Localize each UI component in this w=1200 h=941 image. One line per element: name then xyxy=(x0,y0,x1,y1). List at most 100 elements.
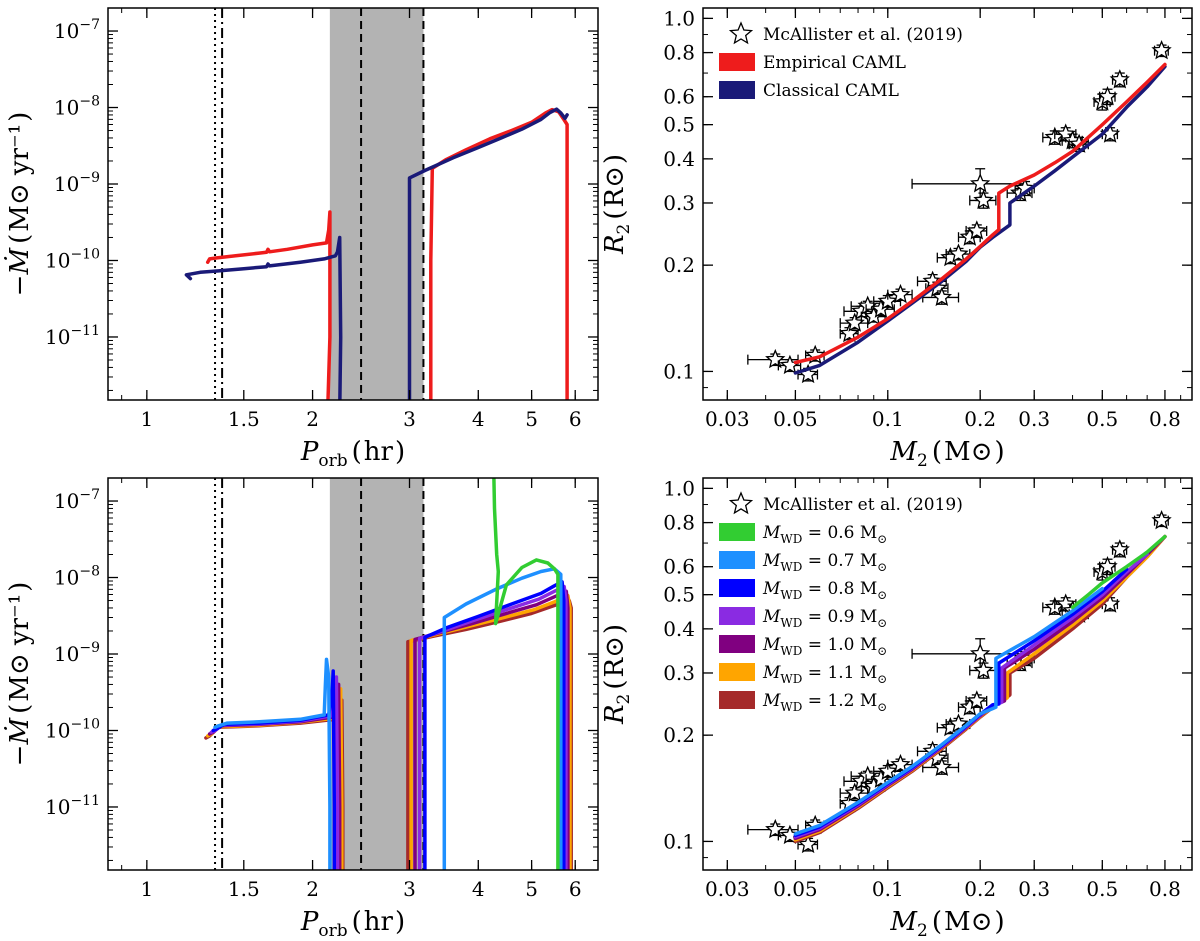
star-marker xyxy=(966,690,988,710)
label-part: ( xyxy=(352,437,362,467)
label-part: M⊙ xyxy=(944,907,992,937)
label-part: M xyxy=(762,579,781,599)
data-point xyxy=(1109,539,1130,559)
label-part: −Ṁ xyxy=(4,247,35,297)
series-line-1 xyxy=(793,62,1167,365)
label-part: = 0.7 M xyxy=(802,551,877,571)
data-point xyxy=(922,756,960,777)
label-part: M xyxy=(889,907,918,937)
data-point xyxy=(887,283,913,304)
x-tick-label: 6 xyxy=(569,407,582,431)
x-tick-label: 0.03 xyxy=(705,877,750,901)
label-part: ⊙ xyxy=(877,700,887,714)
legend-swatch xyxy=(719,607,755,625)
legend-label: MWD = 1.0 M⊙ xyxy=(762,635,887,658)
label-part: hr xyxy=(364,437,394,467)
legend-swatch xyxy=(719,579,755,597)
x-axis-label: M2 (M⊙) xyxy=(889,437,1004,471)
label-part: −9 xyxy=(79,170,100,186)
x-tick-label: 0.3 xyxy=(1018,877,1050,901)
x-tick-label: 3 xyxy=(403,407,416,431)
label-part: −7 xyxy=(79,487,100,503)
star-marker xyxy=(948,243,969,263)
label-part: ( xyxy=(352,907,362,937)
label-part: = 1.2 M xyxy=(802,691,877,711)
label-part: 10 xyxy=(54,489,79,513)
x-tick-label: 1 xyxy=(140,407,153,431)
label-part: M⊙ yr⁻¹ xyxy=(5,124,35,232)
legend: McAllister et al. (2019) MWD = 0.6 M⊙ MWD … xyxy=(719,491,963,714)
x-tick-label: 2 xyxy=(306,877,319,901)
y-tick-label: 0.5 xyxy=(663,113,695,137)
label-part: 10 xyxy=(54,642,79,666)
data-point xyxy=(1109,69,1130,89)
y-tick-label: 10−8 xyxy=(54,564,100,590)
legend-label: MWD = 0.6 M⊙ xyxy=(762,523,887,546)
x-tick-label: 5 xyxy=(525,877,538,901)
y-axis-label: −Ṁ (M⊙ yr⁻¹) xyxy=(4,582,35,767)
data-point xyxy=(969,189,997,210)
x-axis-label: Porb (hr) xyxy=(300,907,405,941)
label-part: M⊙ xyxy=(944,437,992,467)
star-marker xyxy=(765,818,786,839)
y-axis-label: R2 (R⊙) xyxy=(600,624,634,725)
star-marker xyxy=(797,833,819,854)
x-tick-label: 0.5 xyxy=(1086,877,1118,901)
label-part: P xyxy=(300,437,319,467)
label-part: WD xyxy=(780,672,802,686)
label-part: M xyxy=(762,635,781,655)
label-part: M xyxy=(762,691,781,711)
series-line-6 xyxy=(1070,534,1167,610)
label-part: ( xyxy=(5,234,35,244)
x-tick-label: 0.3 xyxy=(1018,407,1050,431)
star-marker xyxy=(1109,69,1130,89)
series-line-6 xyxy=(492,478,560,870)
star-marker xyxy=(966,220,988,240)
x-tick-label: 0.8 xyxy=(1149,877,1181,901)
legend-label: McAllister et al. (2019) xyxy=(763,25,963,45)
label-part: 2 xyxy=(614,224,634,235)
label-part: ) xyxy=(600,154,630,164)
x-tick-label: 0.2 xyxy=(964,407,996,431)
x-tick-label: 0.2 xyxy=(964,877,996,901)
label-part: ) xyxy=(395,437,405,467)
legend-label: Classical CAML xyxy=(763,81,899,101)
data-point xyxy=(747,348,799,369)
label-part: −11 xyxy=(70,323,100,339)
y-tick-label: 0.6 xyxy=(663,85,695,109)
label-part: 2 xyxy=(614,694,634,705)
data-point xyxy=(965,690,988,710)
label-part: 10 xyxy=(45,248,70,272)
label-part: ⊙ xyxy=(877,616,887,630)
data-point xyxy=(1151,510,1172,530)
y-tick-label: 0.5 xyxy=(663,583,695,607)
star-marker xyxy=(877,760,898,780)
plot-area xyxy=(204,478,573,870)
x-tick-label: 1 xyxy=(140,877,153,901)
label-part: −9 xyxy=(79,640,100,656)
y-tick-label: 0.4 xyxy=(663,617,695,641)
label-part: 10 xyxy=(54,172,79,196)
legend-swatch xyxy=(719,551,755,569)
label-part: −8 xyxy=(79,94,100,110)
star-marker xyxy=(765,348,786,369)
legend-label: McAllister et al. (2019) xyxy=(763,495,963,515)
x-tick-label: 2 xyxy=(306,407,319,431)
label-part: M xyxy=(762,607,781,627)
label-part: −8 xyxy=(79,564,100,580)
x-tick-label: 5 xyxy=(525,407,538,431)
label-part: WD xyxy=(780,616,802,630)
label-part: 10 xyxy=(54,96,79,120)
x-tick-label: 4 xyxy=(472,407,485,431)
y-tick-label: 0.2 xyxy=(663,723,695,747)
y-tick-label: 1.0 xyxy=(663,476,695,500)
label-part: R⊙ xyxy=(600,636,630,677)
label-part: ) xyxy=(600,624,630,634)
label-part: M⊙ yr⁻¹ xyxy=(5,594,35,702)
star-marker xyxy=(1109,539,1130,559)
series-line-3 xyxy=(407,107,569,400)
x-axis-label: M2 (M⊙) xyxy=(889,907,1004,941)
panel-bottom-right: 0.03 0.05 0.1 0.2 0.3 0.5 0.8 0.1 0.2 0.3 0.4 0.5 0.… xyxy=(600,476,1193,941)
y-tick-label: 0.8 xyxy=(663,41,695,65)
